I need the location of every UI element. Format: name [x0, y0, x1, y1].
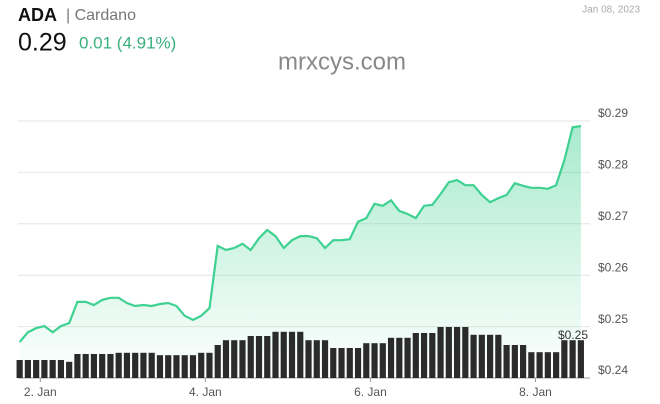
y-tick-label: $0.28 [598, 158, 628, 172]
volume-bar [363, 343, 370, 378]
volume-bar [280, 331, 287, 378]
y-tick-label: $0.29 [598, 106, 628, 120]
volume-bar [288, 331, 296, 378]
volume-bar [297, 331, 304, 378]
volume-bar [24, 360, 31, 378]
volume-bar [214, 345, 221, 378]
volume-bar [33, 360, 40, 378]
volume-bar [553, 352, 560, 378]
volume-bar [569, 340, 576, 378]
volume-bar [396, 337, 403, 378]
x-tick-label: 6. Jan [354, 385, 387, 399]
asset-name: | Cardano [66, 7, 136, 24]
volume-bar [503, 345, 510, 378]
volume-bar [173, 355, 180, 378]
volume-bar [41, 360, 48, 378]
volume-bar [321, 340, 329, 378]
x-tick-label: 8. Jan [519, 385, 552, 399]
price-change: 0.01 (4.91%) [79, 33, 176, 52]
volume-bar [338, 348, 345, 378]
volume-bar [470, 334, 477, 378]
volume-bar [520, 345, 527, 378]
volume-bar [189, 355, 197, 378]
volume-bar [387, 337, 395, 378]
price: 0.29 [18, 29, 67, 57]
volume-bar [247, 336, 254, 378]
volume-bar [49, 360, 56, 378]
volume-bar [462, 327, 469, 378]
y-tick-label: $0.27 [598, 209, 628, 223]
volume-bar [107, 354, 114, 378]
volume-bar [74, 354, 81, 378]
x-tick-label: 4. Jan [189, 385, 222, 399]
volume-bar [330, 348, 337, 378]
volume-bar [437, 327, 444, 378]
price-line [18, 125, 582, 343]
volume-bar [66, 361, 73, 378]
volume-bar [140, 352, 147, 378]
volume-bar [305, 340, 312, 378]
volume-bar [90, 354, 98, 378]
volume-bar [57, 360, 65, 378]
volume-bar [445, 327, 452, 378]
volume-bar [486, 334, 494, 378]
volume-bar [495, 334, 502, 378]
volume-bar [429, 333, 436, 378]
volume-bar [379, 343, 386, 378]
x-tick-label: 2. Jan [24, 385, 57, 399]
volume-bar [264, 336, 271, 378]
plot-area: $0.24 $0.25 $0.26 $0.27 $0.28 $0.29 2. Jan 4. J… [16, 106, 628, 399]
volume-bar [420, 333, 428, 378]
volume-bar [148, 352, 155, 378]
y-tick-label: $0.25 [598, 312, 628, 326]
volume-bar [536, 352, 543, 378]
volume-bar [206, 352, 213, 378]
volume-bar [478, 334, 485, 378]
y-tick-label: $0.26 [598, 260, 628, 274]
volume-bar [577, 340, 584, 378]
volume-bar [231, 340, 238, 378]
watermark: mrxcys.com [278, 48, 406, 75]
volume-bar [132, 352, 139, 378]
volume-bar [354, 348, 362, 378]
volume-bar [404, 337, 411, 378]
volume-bar [123, 352, 131, 378]
volume-bar [156, 355, 164, 378]
volume-bar [99, 354, 106, 378]
volume-bar [181, 355, 188, 378]
volume-bar [528, 352, 535, 378]
volume-bar [115, 352, 122, 378]
volume-bar [511, 345, 518, 378]
volume-bar [198, 352, 205, 378]
annotation: $0.25 [558, 328, 588, 342]
volume-bar [165, 355, 172, 378]
volume-bar [544, 352, 551, 378]
volume-bar [346, 348, 353, 378]
volume-bar [82, 354, 89, 378]
volume-bar [561, 340, 568, 378]
date: Jan 08, 2023 [582, 5, 640, 16]
volume-bar [255, 336, 263, 378]
volume-bar [16, 360, 23, 378]
volume-bar [313, 340, 320, 378]
ticker: ADA [18, 5, 57, 25]
volume-bar [453, 327, 461, 378]
y-tick-label: $0.24 [598, 363, 628, 377]
volume-bar [371, 343, 378, 378]
volume-bar [239, 340, 246, 378]
area [19, 126, 581, 378]
volume-bar [272, 331, 279, 378]
volume-bar [222, 340, 230, 378]
volume-bar [412, 333, 419, 378]
